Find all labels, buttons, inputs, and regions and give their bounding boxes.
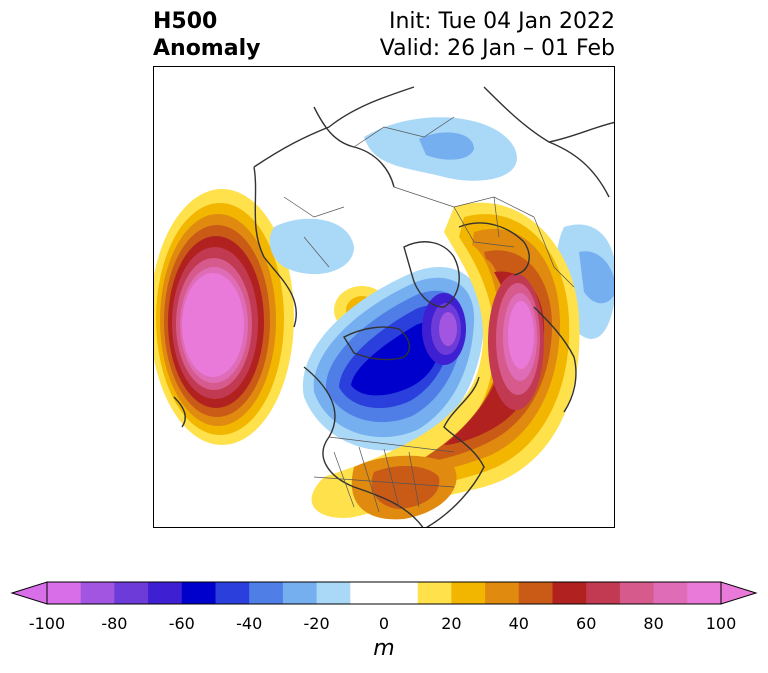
colorbar-cell — [148, 582, 183, 604]
anomaly-map — [153, 66, 615, 528]
colorbar-cell — [249, 582, 284, 604]
colorbar-min-arrow — [10, 581, 48, 605]
colorbar-cell — [114, 582, 149, 604]
colorbar-cell — [417, 582, 452, 604]
colorbar-cell — [384, 582, 419, 604]
colorbar-tick-label: 20 — [441, 614, 462, 633]
colorbar-tick-label: -60 — [168, 614, 195, 633]
colorbar-cell — [518, 582, 553, 604]
colorbar-cell — [47, 582, 82, 604]
colorbar-tick-label: 60 — [576, 614, 597, 633]
southeast-ridge — [351, 455, 457, 520]
colorbar-tick-label: 100 — [705, 614, 737, 633]
colorbar-cell — [80, 582, 115, 604]
colorbar-unit: m — [373, 636, 395, 661]
colorbar-tick-label: -80 — [101, 614, 128, 633]
colorbar-cell — [181, 582, 216, 604]
init-date: Init: Tue 04 Jan 2022 — [388, 9, 615, 34]
colorbar-cell — [316, 582, 351, 604]
colorbar-cell — [215, 582, 250, 604]
colorbar-cell — [350, 582, 385, 604]
colorbar-cell — [687, 582, 722, 604]
colorbar-cells — [10, 581, 758, 605]
colorbar — [10, 581, 758, 605]
colorbar-tick-label: 40 — [508, 614, 529, 633]
colorbar-tick-label: -20 — [303, 614, 330, 633]
colorbar-max-arrow — [720, 581, 758, 605]
title-line-2: Anomaly — [153, 36, 261, 61]
colorbar-tick-label: -40 — [236, 614, 263, 633]
colorbar-cell — [282, 582, 318, 604]
map-svg — [154, 86, 614, 527]
chart-title: H500 Anomaly — [153, 8, 260, 62]
colorbar-tick-label: 0 — [378, 614, 390, 633]
run-info: Init: Tue 04 Jan 2022 Valid: 26 Jan – 01… — [380, 8, 615, 62]
colorbar-cell — [552, 582, 587, 604]
pacific-ridge — [154, 189, 294, 445]
colorbar-border — [46, 581, 722, 605]
colorbar-cell — [586, 582, 621, 604]
colorbar-cell — [653, 582, 688, 604]
colorbar-cell — [485, 582, 520, 604]
valid-range: Valid: 26 Jan – 01 Feb — [379, 36, 615, 61]
atlantic-ridge — [311, 202, 580, 518]
political-borders — [283, 116, 575, 513]
colorbar-tick-label: -100 — [28, 614, 66, 633]
colorbar-cell — [619, 582, 655, 604]
colorbar-cell — [451, 582, 486, 604]
colorbar-tick-label: 80 — [643, 614, 664, 633]
coastlines — [173, 86, 614, 527]
title-line-1: H500 — [153, 9, 218, 34]
